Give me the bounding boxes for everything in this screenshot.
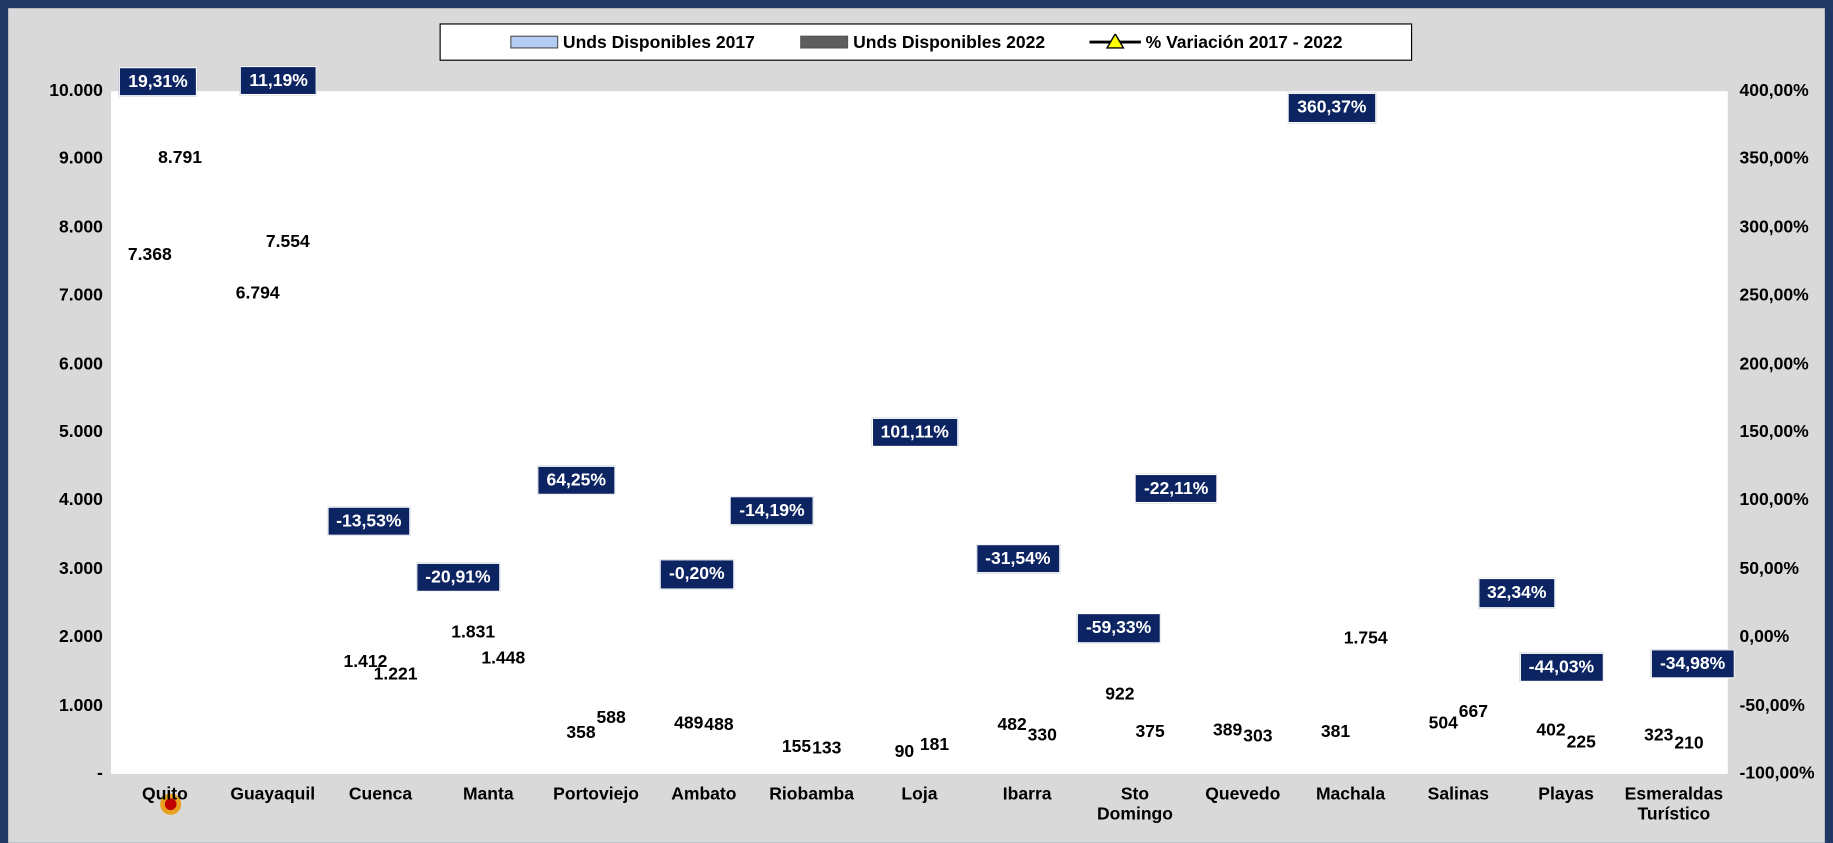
bar-value-label: 358 bbox=[566, 722, 596, 743]
bar-value-label: 389 bbox=[1213, 720, 1243, 741]
bar-value-label: 489 bbox=[674, 714, 704, 734]
x-tick-label: Riobamba bbox=[769, 784, 855, 805]
bar-value-label: 667 bbox=[1458, 701, 1489, 722]
bar-value-label: 210 bbox=[1674, 733, 1704, 753]
line-value-label: -20,91% bbox=[415, 562, 500, 592]
x-tick-label: Ambato bbox=[671, 784, 737, 805]
bar-value-label: 1.754 bbox=[1343, 627, 1388, 648]
x-tick-label: Loja bbox=[901, 784, 938, 805]
legend-swatch bbox=[509, 35, 558, 49]
bar-value-label: 1.831 bbox=[451, 622, 496, 643]
y2-tick-label: 0,00% bbox=[1739, 626, 1790, 647]
bar-value-label: 402 bbox=[1536, 719, 1566, 740]
y-tick-label: 2.000 bbox=[58, 626, 103, 647]
line-value-label: 64,25% bbox=[537, 465, 616, 496]
y-tick-label: - bbox=[97, 763, 103, 784]
legend-item: Unds Disponibles 2017 bbox=[509, 32, 755, 52]
bar-value-label: 1.221 bbox=[373, 664, 418, 684]
bar-value-label: 1.412 bbox=[343, 651, 388, 671]
bar-value-label: 155 bbox=[781, 736, 812, 757]
y2-tick-label: -50,00% bbox=[1739, 695, 1805, 715]
bar-value-label: 6.794 bbox=[235, 283, 280, 304]
x-tick-label: Playas bbox=[1538, 784, 1594, 805]
bar-value-label: 1.448 bbox=[481, 648, 526, 669]
line-value-label: 360,37% bbox=[1287, 93, 1376, 123]
bar-value-label: 323 bbox=[1644, 725, 1674, 746]
bar-value-label: 381 bbox=[1320, 721, 1351, 742]
bar-value-label: 225 bbox=[1566, 732, 1596, 752]
y-tick-label: 6.000 bbox=[58, 353, 103, 374]
bar-value-label: 303 bbox=[1243, 726, 1273, 747]
y2-tick-label: 350,00% bbox=[1739, 148, 1809, 169]
y2-tick-label: -100,00% bbox=[1739, 763, 1815, 784]
legend-item: % Variación 2017 - 2022 bbox=[1089, 32, 1343, 53]
x-tick-label: Quito bbox=[142, 784, 188, 805]
bar-value-label: 90 bbox=[894, 741, 915, 762]
x-tick-label: Esmeraldas Turístico bbox=[1624, 784, 1724, 825]
x-tick-label: Portoviejo bbox=[553, 784, 639, 805]
line-value-label: 19,31% bbox=[118, 66, 198, 97]
bar-value-label: 133 bbox=[812, 738, 842, 759]
x-tick-label: Manta bbox=[462, 784, 514, 805]
bar-value-label: 504 bbox=[1428, 713, 1458, 733]
bar-value-label: 8.791 bbox=[158, 147, 202, 168]
y2-tick-label: 300,00% bbox=[1739, 217, 1809, 238]
line-value-label: 11,19% bbox=[239, 66, 318, 96]
y-tick-label: 8.000 bbox=[58, 217, 103, 238]
bar-value-label: 181 bbox=[919, 735, 950, 755]
legend-swatch bbox=[1089, 33, 1141, 49]
line-value-label: -14,19% bbox=[729, 495, 814, 526]
y2-tick-label: 400,00% bbox=[1739, 80, 1809, 101]
y-tick-label: 1.000 bbox=[58, 695, 103, 715]
line-value-label: -13,53% bbox=[326, 506, 411, 537]
bar-value-label: 7.368 bbox=[127, 244, 172, 265]
y-tick-label: 3.000 bbox=[58, 558, 103, 579]
legend: Unds Disponibles 2017 Unds Disponibles 20… bbox=[439, 23, 1413, 61]
y2-tick-label: 150,00% bbox=[1739, 422, 1809, 442]
line-value-label: 101,11% bbox=[871, 417, 959, 448]
x-tick-label: Cuenca bbox=[348, 784, 413, 805]
x-tick-label: Quevedo bbox=[1205, 784, 1281, 805]
bar-value-label: 482 bbox=[997, 714, 1027, 735]
x-tick-label: Machala bbox=[1315, 784, 1386, 805]
y2-tick-label: 250,00% bbox=[1739, 285, 1809, 306]
y-tick-label: 4.000 bbox=[58, 490, 103, 511]
line-value-label: 32,34% bbox=[1477, 578, 1556, 608]
bar-value-label: 588 bbox=[596, 707, 626, 728]
y-tick-label: 7.000 bbox=[58, 285, 103, 306]
x-tick-label: Ibarra bbox=[1002, 784, 1052, 805]
legend-label: Unds Disponibles 2022 bbox=[853, 32, 1046, 53]
y2-tick-label: 50,00% bbox=[1739, 558, 1799, 579]
line-value-label: -31,54% bbox=[975, 544, 1060, 574]
bar-value-label: 330 bbox=[1027, 724, 1057, 745]
x-tick-label: Salinas bbox=[1427, 784, 1490, 805]
line-value-label: -0,20% bbox=[659, 559, 734, 590]
y-tick-label: 10.000 bbox=[49, 80, 103, 101]
legend-item: Unds Disponibles 2022 bbox=[799, 32, 1045, 52]
legend-label: % Variación 2017 - 2022 bbox=[1145, 32, 1343, 53]
line-value-label: -59,33% bbox=[1076, 613, 1161, 644]
legend-label: Unds Disponibles 2017 bbox=[562, 32, 755, 53]
bar-value-label: 375 bbox=[1135, 721, 1165, 742]
line-value-label: -22,11% bbox=[1134, 473, 1218, 504]
cursor-dot-center bbox=[164, 798, 177, 811]
x-tick-label: Guayaquil bbox=[230, 784, 316, 805]
bar-value-label: 488 bbox=[704, 714, 734, 734]
legend-swatch bbox=[799, 35, 848, 49]
line-value-label: -34,98% bbox=[1650, 649, 1735, 679]
bar-value-label: 922 bbox=[1105, 684, 1135, 705]
x-tick-label: Sto Domingo bbox=[1096, 784, 1173, 825]
y-tick-label: 5.000 bbox=[58, 422, 103, 442]
bar-value-label: 7.554 bbox=[265, 231, 310, 252]
line-value-label: -44,03% bbox=[1519, 652, 1604, 682]
y-tick-label: 9.000 bbox=[58, 148, 103, 169]
y2-tick-label: 100,00% bbox=[1739, 490, 1809, 511]
y2-tick-label: 200,00% bbox=[1739, 353, 1809, 374]
